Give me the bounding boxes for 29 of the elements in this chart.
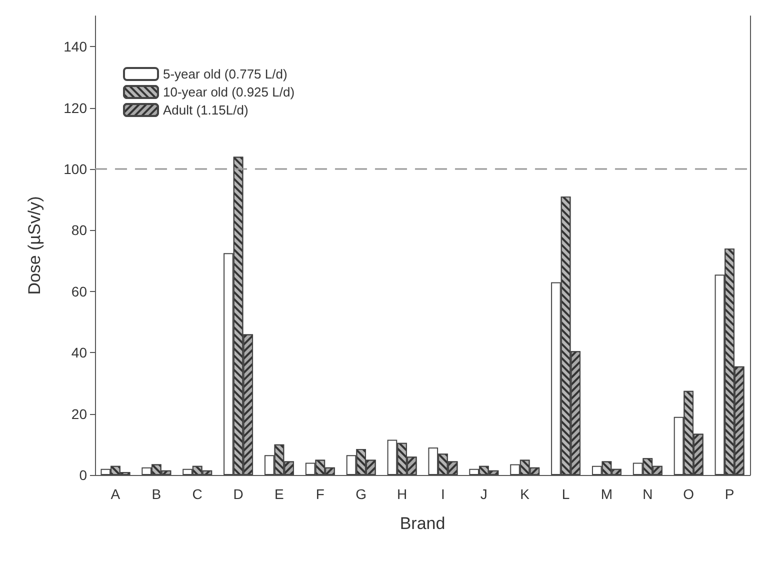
x-tick-label: G xyxy=(356,486,367,502)
y-tick-label: 20 xyxy=(71,406,88,422)
x-tick-label: K xyxy=(520,486,530,502)
x-tick-label: F xyxy=(316,486,324,502)
x-tick-label: J xyxy=(480,486,488,502)
y-tick-label: 120 xyxy=(64,100,88,116)
legend-label: Adult (1.15L/d) xyxy=(163,102,248,118)
x-tick-label: D xyxy=(233,486,244,502)
x-tick-label: O xyxy=(683,486,694,502)
x-tick-label: H xyxy=(396,486,408,502)
x-tick-label: N xyxy=(642,486,653,502)
y-axis-title: Dose (µSv/y) xyxy=(25,196,44,295)
x-tick-label: L xyxy=(562,486,570,502)
x-axis-title: Brand xyxy=(400,514,446,533)
y-tick-label: 60 xyxy=(71,283,88,300)
legend-label: 5-year old (0.775 L/d) xyxy=(163,66,288,82)
y-tick-label: 0 xyxy=(79,467,88,483)
legend-label: 10-year old (0.925 L/d) xyxy=(163,84,295,100)
x-tick-label: I xyxy=(441,486,445,502)
x-tick-label: A xyxy=(110,486,121,502)
y-tick-label: 140 xyxy=(64,38,88,55)
x-tick-label: B xyxy=(152,486,162,502)
y-tick-label: 80 xyxy=(71,222,88,238)
y-tick-label: 100 xyxy=(64,161,88,177)
y-tick-label: 40 xyxy=(71,344,88,361)
x-tick-label: C xyxy=(192,486,202,502)
x-tick-label: E xyxy=(274,486,284,502)
x-tick-label: M xyxy=(600,486,613,502)
x-tick-label: P xyxy=(724,486,734,502)
